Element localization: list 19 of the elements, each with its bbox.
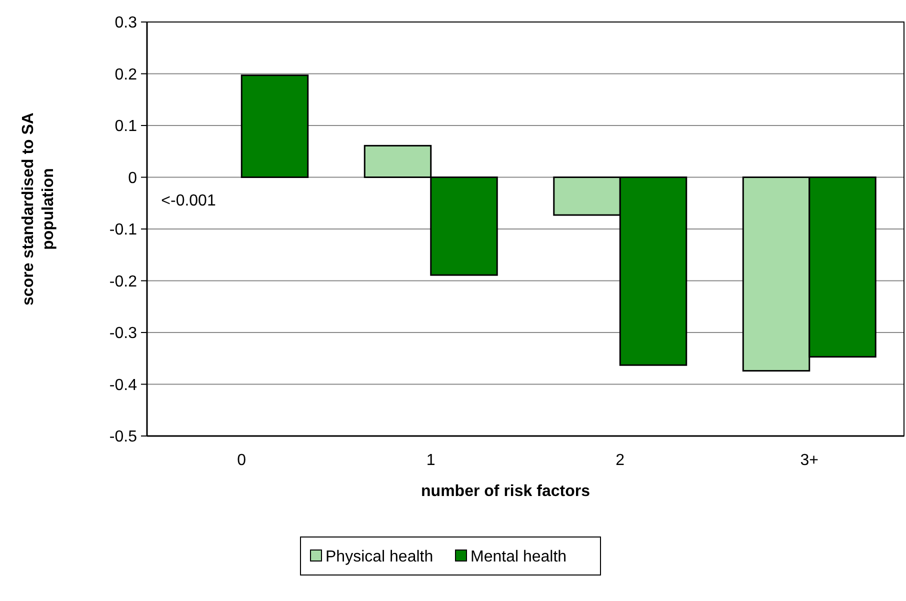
x-tick-label: 3+: [800, 452, 818, 469]
x-tick-label: 1: [426, 452, 436, 469]
y-tick-label: 0.3: [114, 14, 138, 32]
x-tick-label: 0: [237, 452, 246, 469]
y-tick-label: -0.3: [109, 325, 138, 342]
y-axis-title: score standardised to SA population: [20, 112, 57, 306]
x-axis-title: number of risk factors: [421, 483, 590, 500]
legend-label: Physical health: [326, 548, 434, 566]
y-tick-label: -0.1: [109, 222, 138, 239]
x-tick-label: 2: [616, 452, 625, 469]
y-tick-label: 0.1: [114, 118, 138, 136]
y-tick-label: 0.2: [114, 66, 138, 84]
bar: [240, 74, 309, 178]
annotation: <-0.001: [161, 192, 216, 210]
legend-label: Mental health: [470, 548, 567, 566]
y-tick-label: 0: [128, 170, 138, 187]
y-tick-label: -0.4: [109, 376, 138, 394]
y-tick-label: -0.2: [109, 273, 138, 290]
y-tick-label: -0.5: [109, 428, 138, 446]
